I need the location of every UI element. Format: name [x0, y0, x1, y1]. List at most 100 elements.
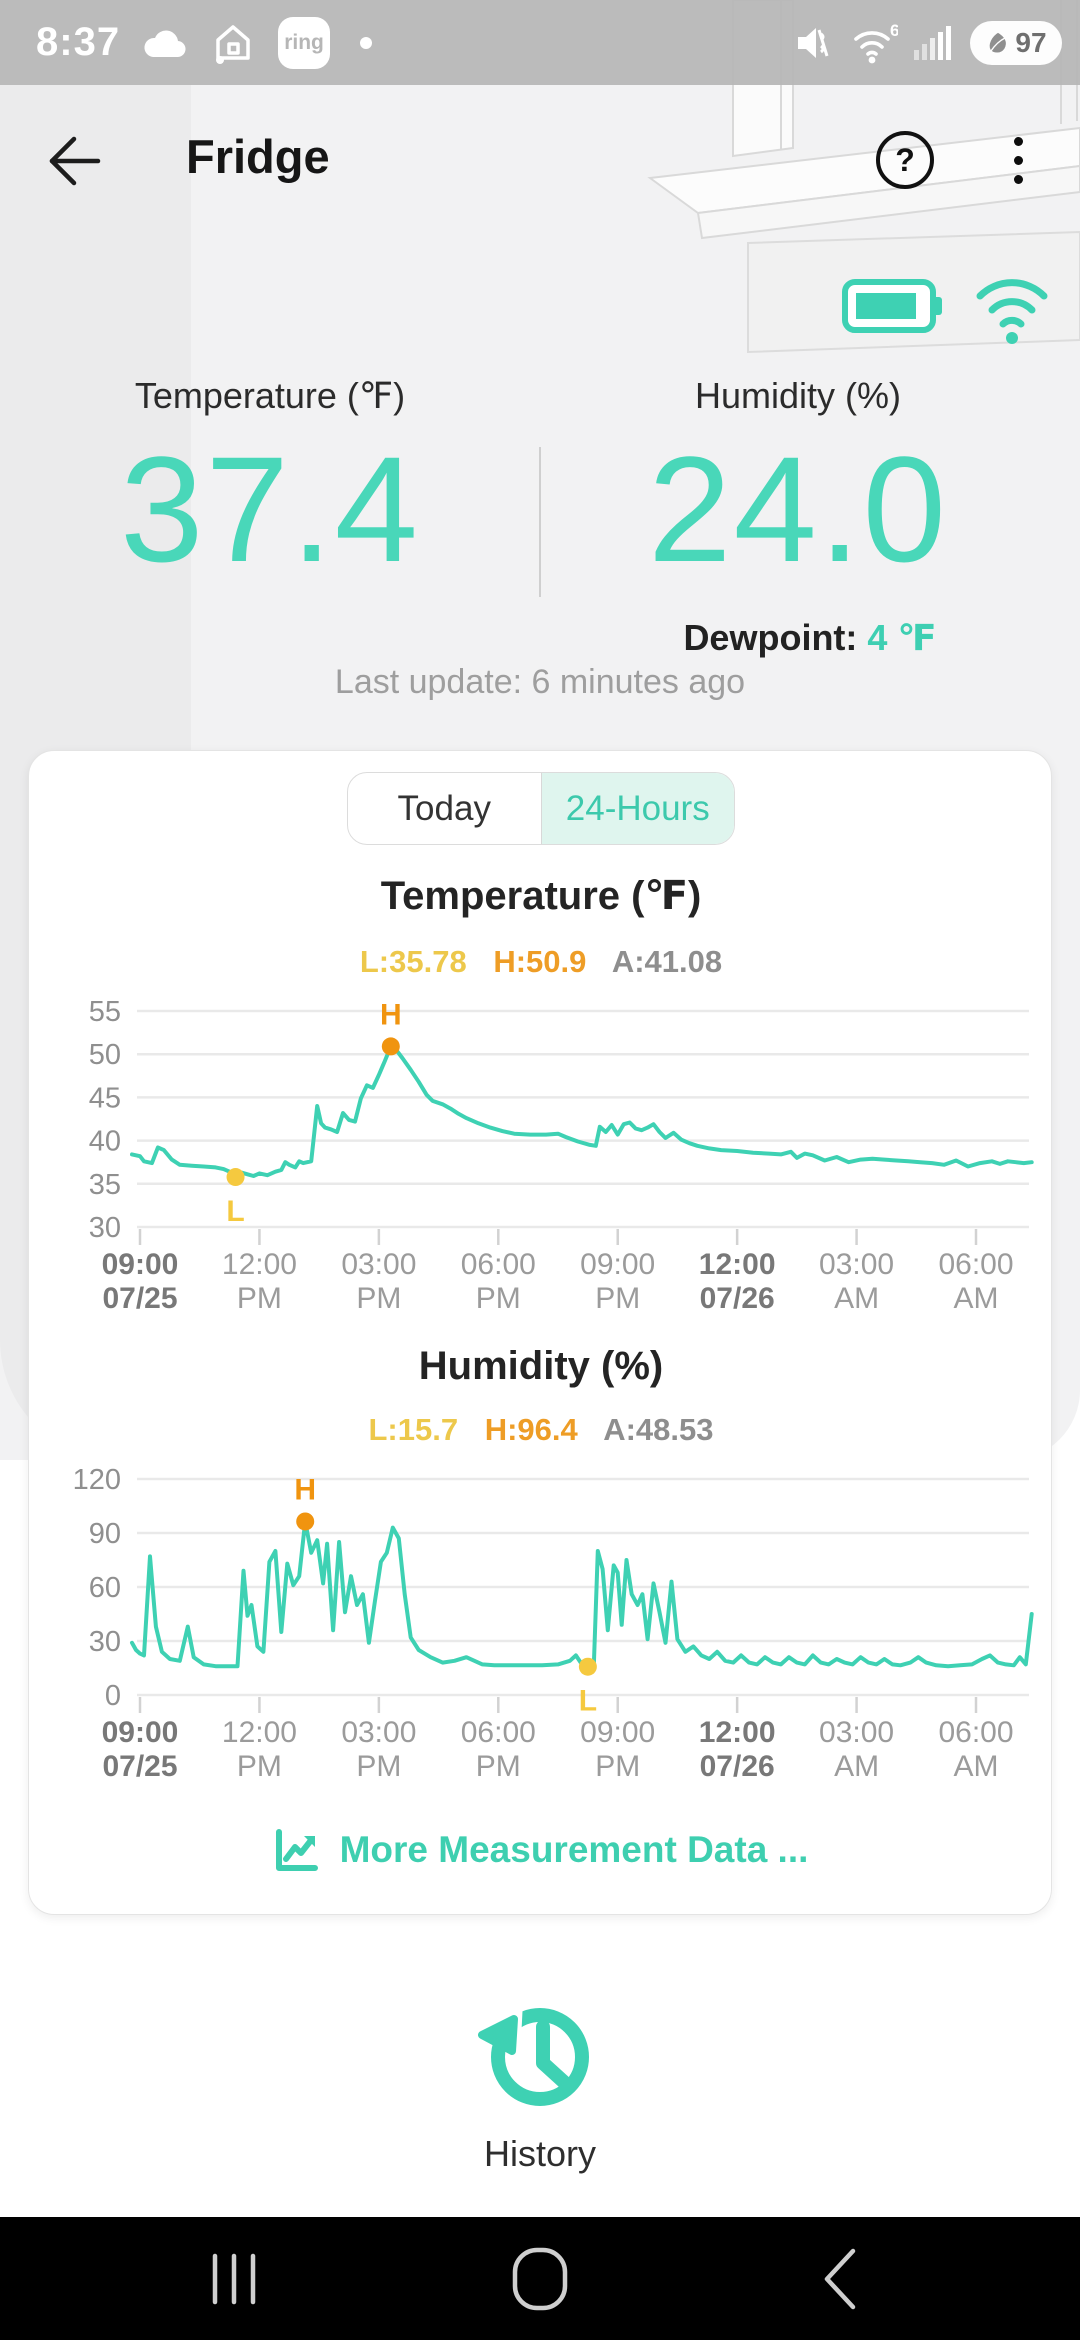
temperature-value: 37.4	[120, 425, 420, 593]
svg-text:12:00: 12:00	[699, 1248, 776, 1281]
svg-text:06:00: 06:00	[461, 1248, 536, 1281]
svg-text:07/25: 07/25	[102, 1750, 177, 1783]
svg-text:PM: PM	[476, 1750, 521, 1783]
device-illustration	[647, 0, 1080, 354]
battery-full-icon	[842, 279, 942, 333]
svg-text:35: 35	[89, 1169, 121, 1201]
status-bar: 8:37 ring	[0, 0, 1080, 85]
svg-text:06:00: 06:00	[938, 1716, 1013, 1749]
temp-high-stat: H:50.9	[493, 944, 587, 979]
svg-text:12:00: 12:00	[222, 1716, 297, 1749]
temperature-label: Temperature (℉)	[134, 375, 406, 416]
navigation-bar	[0, 2217, 1080, 2340]
svg-text:AM: AM	[834, 1282, 879, 1315]
svg-text:03:00: 03:00	[819, 1248, 894, 1281]
battery-saver-icon: 97	[970, 20, 1062, 65]
tab-24-hours[interactable]: 24-Hours	[540, 773, 734, 844]
svg-text:PM: PM	[356, 1750, 401, 1783]
dewpoint: Dewpoint: 4 ℉	[683, 617, 937, 658]
history-label: History	[483, 2133, 596, 2174]
svg-text:12:00: 12:00	[222, 1248, 297, 1281]
temperature-chart-stats: L:35.78 H:50.9 A:41.08	[29, 944, 1053, 980]
svg-text:0: 0	[105, 1680, 121, 1712]
svg-text:90: 90	[89, 1518, 121, 1550]
svg-text:PM: PM	[595, 1282, 640, 1315]
signal-icon	[914, 25, 951, 60]
svg-text:30: 30	[89, 1212, 121, 1244]
recents-button[interactable]	[184, 2217, 284, 2340]
humidity-high-stat: H:96.4	[484, 1412, 578, 1447]
svg-text:120: 120	[73, 1464, 121, 1496]
svg-text:03:00: 03:00	[819, 1716, 894, 1749]
home-icon	[216, 24, 250, 64]
last-update-text: Last update: 6 minutes ago	[334, 663, 746, 701]
temperature-chart-title: Temperature (℉)	[380, 874, 702, 918]
cloud-icon	[144, 30, 186, 57]
svg-text:H: H	[294, 1473, 316, 1506]
svg-text:55: 55	[89, 996, 121, 1028]
temp-avg-stat: A:41.08	[611, 944, 723, 979]
humidity-value: 24.0	[648, 425, 948, 593]
svg-text:09:00: 09:00	[102, 1248, 179, 1281]
wifi-icon: 6	[854, 22, 898, 63]
notification-dot-icon	[360, 36, 373, 49]
svg-text:09:00: 09:00	[102, 1716, 179, 1749]
chart-icon	[275, 1829, 318, 1871]
svg-text:50: 50	[89, 1039, 121, 1071]
svg-text:AM: AM	[954, 1750, 999, 1783]
svg-text:L: L	[579, 1685, 597, 1718]
humidity-chart-stats: L:15.7 H:96.4 A:48.53	[29, 1412, 1053, 1448]
svg-text:PM: PM	[476, 1282, 521, 1315]
dewpoint-value: 4 ℉	[857, 617, 937, 658]
temperature-chart: 30354045505509:0007/2512:00PM03:00PM06:0…	[89, 996, 1034, 1315]
overflow-menu-button[interactable]	[998, 131, 1038, 189]
svg-text:PM: PM	[237, 1750, 282, 1783]
mute-icon	[798, 27, 829, 58]
svg-text:07/25: 07/25	[102, 1282, 177, 1315]
svg-text:06:00: 06:00	[938, 1248, 1013, 1281]
more-measurement-data-link[interactable]: More Measurement Data ...	[29, 1827, 1053, 1873]
back-button[interactable]	[44, 133, 104, 189]
svg-text:AM: AM	[954, 1282, 999, 1315]
svg-text:03:00: 03:00	[341, 1248, 416, 1281]
svg-text:AM: AM	[834, 1750, 879, 1783]
app-header: Fridge ?	[0, 105, 1080, 215]
svg-text:H: H	[380, 998, 402, 1031]
svg-text:30: 30	[89, 1626, 121, 1658]
svg-text:6: 6	[890, 22, 898, 40]
svg-text:PM: PM	[237, 1282, 282, 1315]
svg-text:07/26: 07/26	[700, 1750, 775, 1783]
page-title: Fridge	[186, 130, 330, 183]
svg-text:03:00: 03:00	[341, 1716, 416, 1749]
humidity-avg-stat: A:48.53	[603, 1412, 714, 1447]
clock: 8:37	[36, 20, 121, 64]
svg-text:40: 40	[89, 1126, 121, 1158]
svg-text:06:00: 06:00	[461, 1716, 536, 1749]
svg-text:09:00: 09:00	[580, 1716, 655, 1749]
measurement-card: Today 24-Hours Temperature (℉) L:35.78 H…	[28, 750, 1052, 1915]
humidity-low-stat: L:15.7	[368, 1412, 459, 1447]
tab-today[interactable]: Today	[397, 788, 491, 828]
svg-text:09:00: 09:00	[580, 1248, 655, 1281]
readings-divider	[539, 447, 541, 597]
humidity-label: Humidity (%)	[694, 375, 901, 416]
svg-text:PM: PM	[356, 1282, 401, 1315]
humidity-chart-title: Humidity (%)	[418, 1344, 664, 1388]
help-button[interactable]: ?	[876, 131, 934, 189]
svg-text:07/26: 07/26	[700, 1282, 775, 1315]
range-tabs: Today 24-Hours	[347, 772, 735, 845]
svg-text:PM: PM	[595, 1750, 640, 1783]
svg-text:12:00: 12:00	[699, 1716, 776, 1749]
temp-low-stat: L:35.78	[359, 944, 467, 979]
wifi-connected-icon	[976, 279, 1048, 344]
svg-text:L: L	[226, 1195, 244, 1228]
home-button[interactable]	[490, 2217, 590, 2340]
svg-text:45: 45	[89, 1082, 121, 1114]
ring-icon: ring	[278, 16, 331, 69]
svg-text:60: 60	[89, 1572, 121, 1604]
humidity-chart: 030609012009:0007/2512:00PM03:00PM06:00P…	[73, 1464, 1034, 1783]
back-nav-button[interactable]	[790, 2217, 890, 2340]
history-icon	[478, 1995, 589, 2106]
history-button[interactable]: History	[0, 1995, 1080, 2175]
